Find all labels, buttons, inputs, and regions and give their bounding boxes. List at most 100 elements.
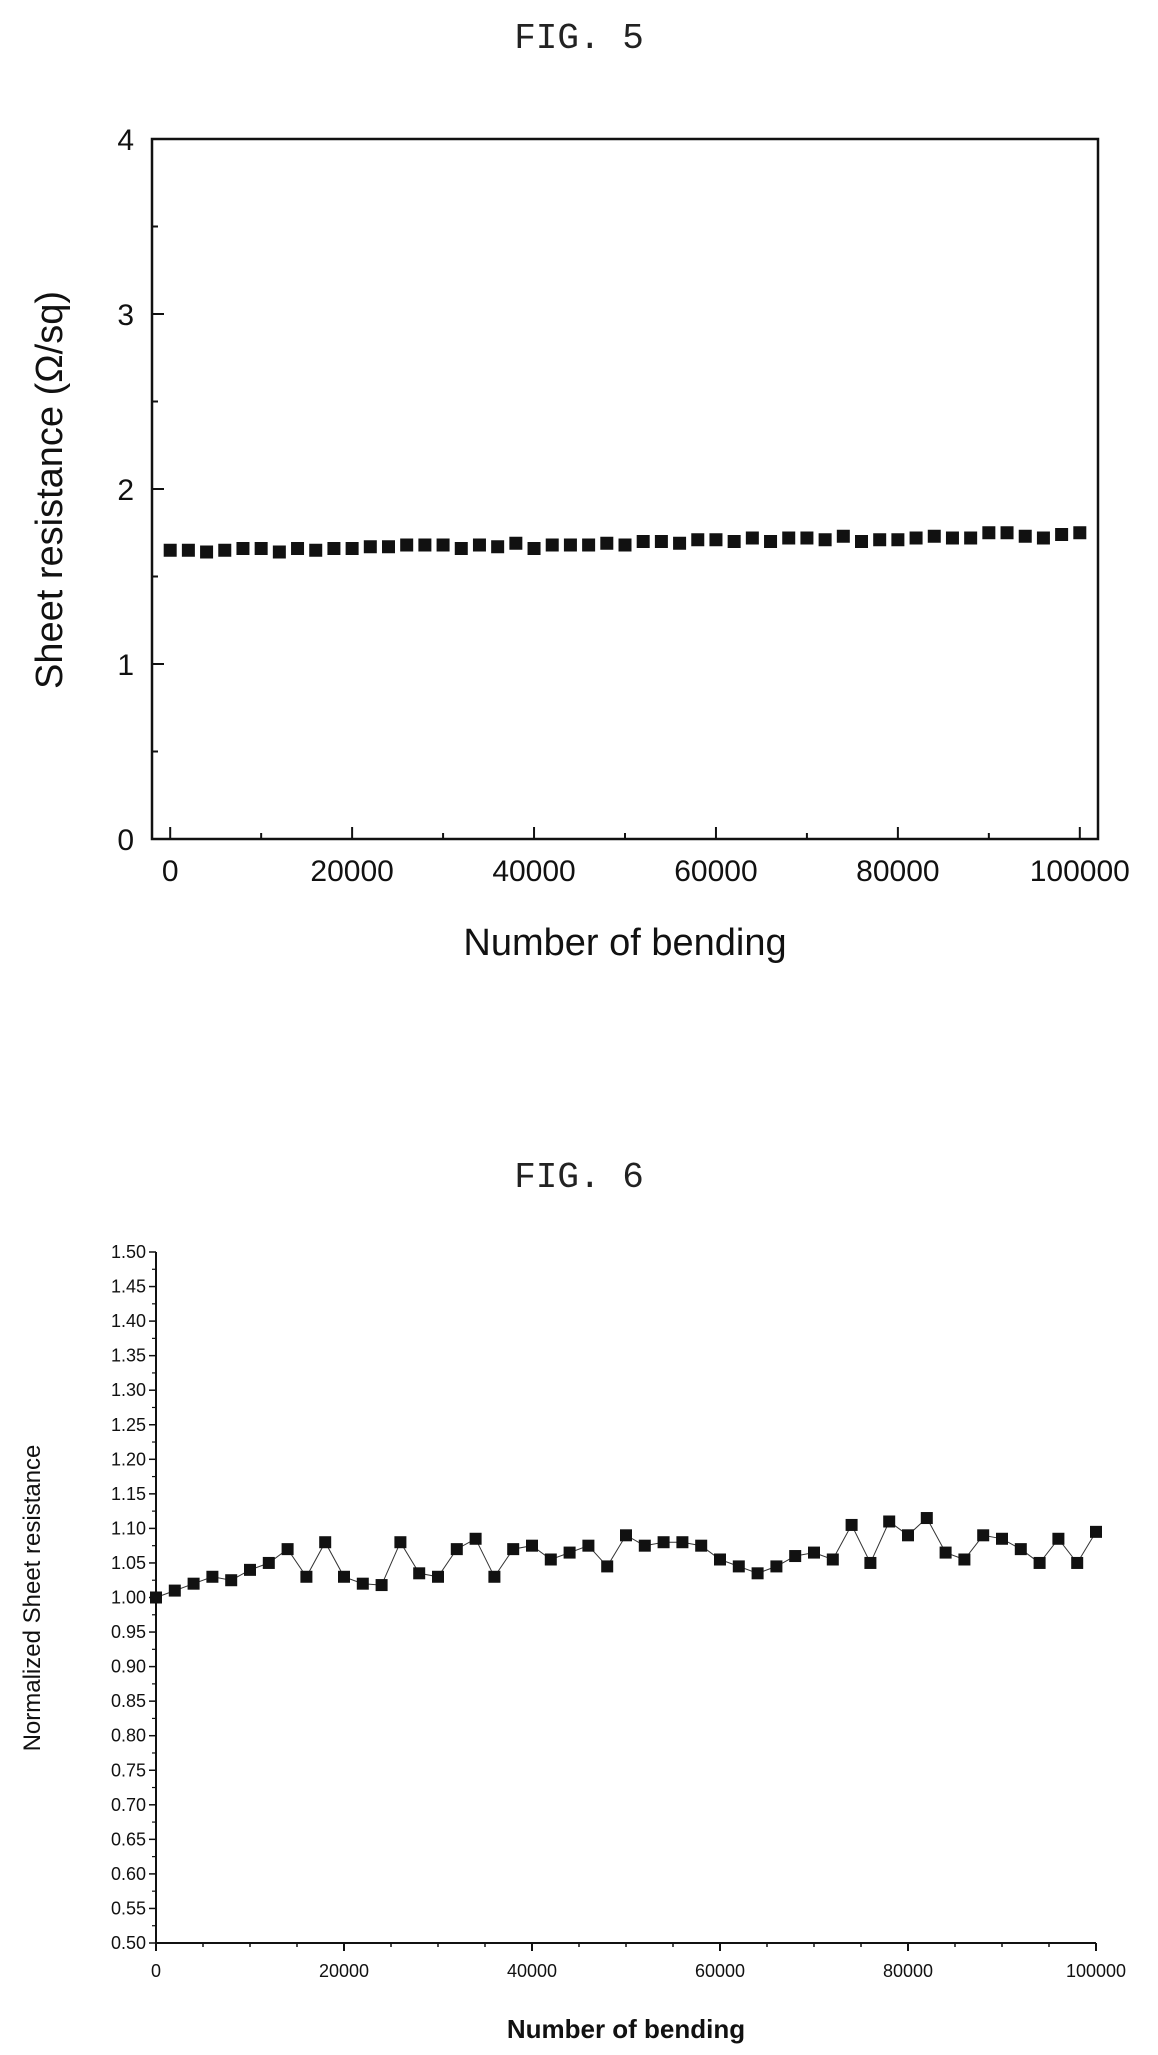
fig5-data-point	[218, 543, 232, 557]
fig5-data-point	[582, 538, 596, 552]
fig5-x-tick-label: 20000	[310, 855, 393, 888]
fig5-data-point	[891, 533, 905, 547]
fig6-y-tick-label: 0.60	[111, 1864, 146, 1884]
fig6-data-point	[450, 1543, 463, 1556]
fig6-data-point	[375, 1579, 388, 1592]
fig6-data-points	[150, 1512, 1102, 1604]
fig6-data-point	[770, 1560, 783, 1573]
fig5-y-tick-label: 2	[117, 474, 134, 507]
fig6-y-tick-label: 0.90	[111, 1657, 146, 1677]
fig6-data-point	[1071, 1556, 1084, 1569]
fig5-data-point	[855, 535, 868, 548]
fig6-y-tick-label: 1.35	[111, 1346, 146, 1366]
fig6-x-axis-label: Number of bending	[507, 2014, 745, 2044]
fig6-y-tick-label: 0.50	[111, 1933, 146, 1953]
fig6-data-point	[281, 1543, 294, 1556]
fig5-data-point	[782, 531, 796, 545]
fig5-data-point	[436, 538, 450, 552]
fig5-data-point	[545, 538, 559, 552]
fig6-data-point	[526, 1539, 538, 1552]
fig6-y-tick-label: 1.30	[111, 1380, 146, 1400]
fig5-data-point	[673, 536, 687, 550]
fig6-data-point	[939, 1546, 952, 1559]
fig6-data-point	[168, 1584, 181, 1597]
fig6-x-tick-label: 0	[151, 1961, 161, 1981]
fig5-data-points	[163, 526, 1087, 559]
fig6-y-tick-label: 1.45	[111, 1277, 146, 1297]
fig5-y-axis-label: Sheet resistance (Ω/sq)	[29, 291, 71, 689]
fig5-data-point	[181, 543, 195, 557]
fig6-y-tick-label: 1.25	[111, 1415, 146, 1435]
fig5-data-point	[600, 536, 614, 550]
fig5-y-tick-label: 4	[117, 124, 134, 157]
fig5-data-point	[509, 536, 523, 550]
fig6-data-point	[601, 1560, 614, 1573]
fig6-y-tick-label: 1.40	[111, 1311, 146, 1331]
fig6-y-tick-label: 1.50	[111, 1242, 146, 1262]
fig5-data-point	[1000, 526, 1014, 540]
fig6-data-point	[845, 1518, 858, 1531]
fig6-data-point	[338, 1570, 350, 1583]
fig5-data-point	[200, 545, 214, 559]
fig6-label: FIG. 6	[514, 1157, 644, 1198]
fig5-x-tick-label: 60000	[674, 855, 757, 888]
fig5-data-point	[254, 542, 268, 555]
fig6-y-tick-label: 1.10	[111, 1518, 146, 1538]
fig5-x-tick-label: 40000	[492, 855, 575, 888]
fig5-data-point	[927, 529, 941, 543]
fig6-x-tick-label: 100000	[1066, 1961, 1126, 1981]
fig6-data-point	[676, 1536, 689, 1549]
fig5-data-point	[418, 538, 432, 552]
fig5-data-point	[764, 535, 778, 548]
fig5-data-point	[945, 531, 959, 545]
fig5-data-point	[1073, 526, 1087, 540]
fig6-data-point	[413, 1567, 426, 1580]
fig6-data-point	[262, 1556, 275, 1569]
fig6-ticks: 0 20000 40000 60000 80000 100000 0.50 0.55 0.60 0…	[111, 1242, 1126, 1981]
fig6-data-point	[789, 1550, 802, 1563]
fig6-data-point	[244, 1563, 256, 1576]
fig6-y-tick-label: 0.85	[111, 1691, 146, 1711]
fig6-data-point	[751, 1567, 764, 1580]
fig6-x-tick-label: 40000	[507, 1961, 557, 1981]
fig6-data-point	[996, 1532, 1008, 1545]
fig6-y-tick-label: 1.05	[111, 1553, 146, 1573]
fig6-x-tick-label: 20000	[319, 1961, 369, 1981]
fig5-data-point	[400, 538, 414, 552]
fig6-data-point	[394, 1536, 407, 1549]
fig6-data-point	[356, 1577, 369, 1590]
fig5-data-point	[709, 533, 723, 547]
fig5-data-point	[382, 540, 395, 554]
fig5-y-tick-label: 3	[117, 299, 134, 332]
fig6-data-point	[902, 1529, 914, 1542]
fig5-data-point	[363, 540, 377, 554]
fig5-y-tick-label: 1	[117, 649, 134, 682]
fig5-label: FIG. 5	[514, 18, 644, 59]
fig5-data-point	[1018, 529, 1032, 543]
fig5-data-point	[491, 540, 505, 554]
fig5-data-point	[563, 538, 577, 552]
fig6-data-point	[826, 1553, 839, 1566]
fig5-data-point	[654, 535, 668, 548]
fig6-data-point	[1014, 1543, 1027, 1556]
fig5-data-point	[291, 542, 305, 555]
fig6-data-point	[1090, 1525, 1102, 1538]
fig6-chart: FIG. 6 0 20000 40000 60000 80000 100000 0.50 0.…	[19, 1157, 1126, 2044]
fig6-data-point	[225, 1574, 238, 1587]
fig6-y-tick-label: 0.65	[111, 1829, 146, 1849]
fig5-data-point	[800, 531, 814, 545]
fig5-data-point	[836, 529, 850, 543]
fig5-data-point	[818, 533, 832, 547]
fig5-data-point	[745, 531, 759, 545]
fig5-data-point	[727, 535, 741, 548]
fig6-x-tick-label: 80000	[883, 1961, 933, 1981]
fig5-data-point	[163, 543, 177, 557]
fig6-data-point	[958, 1553, 971, 1566]
fig6-data-point	[544, 1553, 557, 1566]
fig5-data-point	[873, 533, 887, 547]
fig6-data-point	[507, 1543, 520, 1556]
fig5-data-point	[472, 538, 486, 552]
fig5-data-point	[272, 545, 286, 559]
fig6-x-tick-label: 60000	[695, 1961, 745, 1981]
